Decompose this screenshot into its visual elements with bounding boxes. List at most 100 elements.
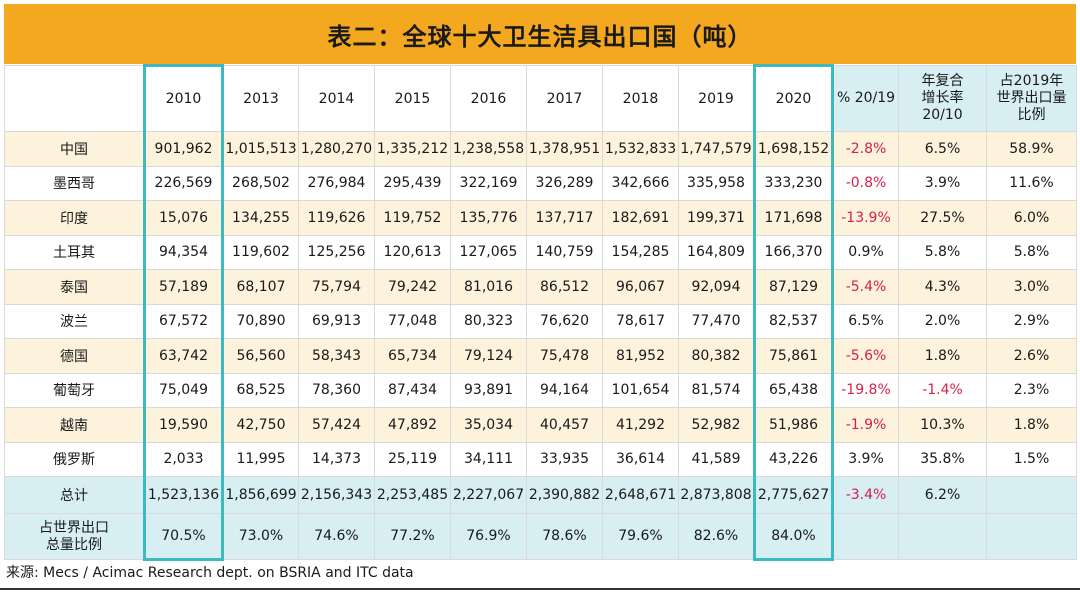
pct-change: -1.9% [832,407,899,443]
year-value: 76,620 [526,303,603,339]
year-value: 41,589 [678,441,755,477]
year-value: 140,759 [526,234,603,270]
year-value: 34,111 [450,441,527,477]
total-share [986,476,1077,514]
year-value: 1,698,152 [753,131,834,167]
pct-change: -0.8% [832,165,899,201]
header-blank [4,65,145,132]
year-value: 86,512 [526,269,603,305]
year-value: 1,238,558 [450,131,527,167]
year-value: 199,371 [678,200,755,236]
table-row: 越南 19,590 42,750 57,424 47,892 35,034 40,457 41… [4,407,1077,443]
header-year-2019: 2019 [678,65,755,132]
year-value: 65,438 [753,372,834,408]
total-label: 总计 [4,476,145,514]
year-value: 101,654 [602,372,679,408]
pct-change: 0.9% [832,234,899,270]
year-value: 65,734 [374,338,451,374]
year-value: 125,256 [298,234,375,270]
share-value: 5.8% [986,234,1077,270]
year-value: 96,067 [602,269,679,305]
year-value: 42,750 [222,407,299,443]
year-value: 1,280,270 [298,131,375,167]
cagr-value: 6.5% [898,131,987,167]
country-name: 越南 [4,407,145,443]
country-name: 中国 [4,131,145,167]
year-value: 77,048 [374,303,451,339]
year-value: 154,285 [602,234,679,270]
share-world-value: 73.0% [222,513,299,560]
share-value: 11.6% [986,165,1077,201]
country-name: 俄罗斯 [4,441,145,477]
total-value: 1,856,699 [222,476,299,514]
year-value: 56,560 [222,338,299,374]
header-year-2020: 2020 [753,64,834,132]
year-value: 94,164 [526,372,603,408]
year-value: 268,502 [222,165,299,201]
source-note: 来源: Mecs / Acimac Research dept. on BSRI… [6,565,414,581]
year-value: 333,230 [753,165,834,201]
cagr-value: 4.3% [898,269,987,305]
header-year-2016: 2016 [450,65,527,132]
share-world-value: 84.0% [753,513,834,561]
share-world-row: 占世界出口 总量比例 70.5% 73.0% 74.6% 77.2% 76.9% 78.6%… [4,513,1077,561]
year-value: 226,569 [143,165,224,201]
year-value: 52,982 [678,407,755,443]
year-value: 164,809 [678,234,755,270]
share-world-share [986,513,1077,560]
year-value: 33,935 [526,441,603,477]
export-table: 2010 2013 2014 2015 2016 2017 2018 2019 … [4,64,1077,561]
table-row: 葡萄牙 75,049 68,525 78,360 87,434 93,891 94,164 1… [4,372,1077,408]
year-value: 35,034 [450,407,527,443]
year-value: 119,626 [298,200,375,236]
year-value: 135,776 [450,200,527,236]
year-value: 276,984 [298,165,375,201]
year-value: 68,525 [222,372,299,408]
country-name: 墨西哥 [4,165,145,201]
year-value: 92,094 [678,269,755,305]
country-name: 泰国 [4,269,145,305]
year-value: 81,574 [678,372,755,408]
year-value: 63,742 [143,338,224,374]
pct-change: -5.4% [832,269,899,305]
share-value: 6.0% [986,200,1077,236]
year-value: 80,323 [450,303,527,339]
country-name: 德国 [4,338,145,374]
header-year-2018: 2018 [602,65,679,132]
year-value: 78,360 [298,372,375,408]
pct-change: -5.6% [832,338,899,374]
year-value: 335,958 [678,165,755,201]
year-value: 2,033 [143,441,224,477]
year-value: 82,537 [753,303,834,339]
year-value: 134,255 [222,200,299,236]
year-value: 326,289 [526,165,603,201]
year-value: 1,335,212 [374,131,451,167]
cagr-value: 5.8% [898,234,987,270]
cagr-value: 1.8% [898,338,987,374]
country-name: 土耳其 [4,234,145,270]
country-name: 印度 [4,200,145,236]
pct-change: -2.8% [832,131,899,167]
total-row: 总计 1,523,136 1,856,699 2,156,343 2,253,485 2,… [4,476,1077,514]
bottom-divider [0,588,1080,590]
total-value: 2,253,485 [374,476,451,514]
total-value: 2,227,067 [450,476,527,514]
year-value: 94,354 [143,234,224,270]
total-value: 2,156,343 [298,476,375,514]
share-world-value: 79.6% [602,513,679,560]
total-value: 2,648,671 [602,476,679,514]
cagr-value: 27.5% [898,200,987,236]
table-row: 波兰 67,572 70,890 69,913 77,048 80,323 76,620 78… [4,303,1077,339]
year-value: 67,572 [143,303,224,339]
cagr-value: 2.0% [898,303,987,339]
share-world-value: 74.6% [298,513,375,560]
year-value: 901,962 [143,131,224,167]
year-value: 295,439 [374,165,451,201]
cagr-value: 10.3% [898,407,987,443]
year-value: 93,891 [450,372,527,408]
year-value: 87,129 [753,269,834,305]
year-value: 1,532,833 [602,131,679,167]
share-world-value: 77.2% [374,513,451,560]
share-value: 2.9% [986,303,1077,339]
year-value: 80,382 [678,338,755,374]
